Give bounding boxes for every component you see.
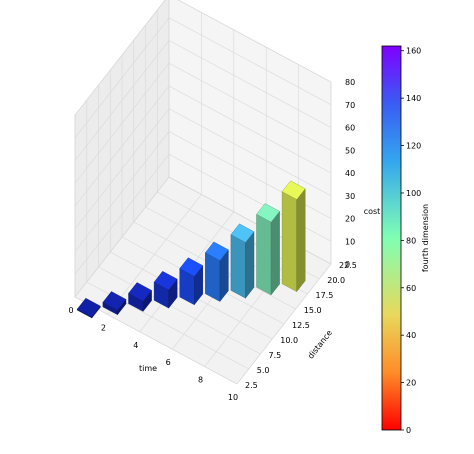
bar-face-front [230,234,246,299]
z-axis-label: cost [364,207,381,216]
colorbar-gradient [381,45,402,431]
z-tick-label: 80 [345,78,355,87]
colorbar-label: fourth dimension [421,204,430,272]
bar [102,291,127,316]
bar-face-top [128,282,152,302]
x-tick-label: 6 [166,358,171,367]
colorbar-tick-label: 100 [406,189,421,198]
grid-line-z [74,17,170,138]
grid-line-z [177,0,332,83]
colorbar-tick-label: 120 [406,142,421,151]
y-axis-label: distance [306,328,334,360]
bar-face-top [204,241,229,261]
bar-face-top [179,257,204,277]
y-tick-label: 5.0 [257,366,270,375]
x-tick-label: 2 [101,323,106,332]
bar-face-front [256,213,272,296]
x-tick-label: 8 [198,376,203,385]
colorbar-tick-label: 0 [406,426,411,435]
bar [153,271,178,309]
grid-line-z [74,176,170,298]
grid-line-y [74,296,238,385]
bar [204,241,229,303]
colorbar: 0 20 40 60 80 100 120 140 160 [381,45,421,435]
x-tick-label: 0 [68,306,73,315]
grid-line-z [168,108,332,197]
grid-line-z [74,154,170,275]
colorbar-tick-label: 20 [406,379,416,388]
bar-face-top [153,271,178,291]
bar [281,180,306,293]
bar-face-top [256,203,280,223]
z-tick-label: 20 [345,215,355,224]
bar-face-top [102,291,127,311]
y-tick-label: 22.5 [339,261,357,270]
bar-face-top [230,223,255,243]
y-tick-label: 20.0 [327,276,345,285]
y-tick-label: 10.0 [280,336,298,345]
y-tick-label: 12.5 [292,321,310,330]
z-tick-label: 10 [345,237,355,246]
colorbar-tick-label: 160 [406,47,421,56]
y-tick-label: 15.0 [304,306,322,315]
grid-line-y [98,266,261,355]
grid-line-z [168,40,332,128]
bar-face-side [296,188,306,293]
z-tick-label: 40 [345,169,355,178]
grid-lines [74,0,332,385]
colorbar-tick-label: 80 [406,236,416,245]
grid-line-z [168,62,332,151]
tick-labels: 0 2 4 6 8 10 2.5 5.0 7.5 10.0 12.5 15.0 17.5 20.0 22.5… [68,78,356,402]
z-tick-label: 50 [345,146,355,155]
bar [230,223,255,299]
bar [179,257,204,306]
x-axis-label: time [139,364,157,373]
bar-face-front [281,191,297,292]
x-tick-label: 4 [133,341,138,350]
bar [256,203,280,296]
colorbar-tick-label: 140 [406,94,421,103]
grid-line-z [168,17,332,106]
bar [128,282,152,312]
bar-face-top [76,297,101,318]
grid-line-z [74,108,170,229]
grid-line-z [74,131,170,252]
y-tick-label: 7.5 [269,351,282,360]
colorbar-tick-label: 60 [406,284,416,293]
bar-face-top [281,180,306,200]
bars [76,180,306,319]
grid-line-z [74,0,166,116]
colorbar-tick-label: 40 [406,331,416,340]
x-tick-label: 10 [228,393,238,402]
z-tick-label: 30 [345,192,355,201]
y-tick-label: 2.5 [245,381,258,390]
grid-line-z [74,63,170,184]
bar [76,297,101,319]
y-tick-label: 17.5 [316,291,334,300]
bar-face-front [205,252,221,302]
bar-face-side [245,231,255,299]
grid-line-z [168,85,332,174]
bar-face-side [270,210,280,296]
grid-line-z [74,40,170,161]
grid-line-z [74,85,170,207]
z-tick-label: 60 [345,124,355,133]
z-tick-label: 0 [345,260,350,269]
z-tick-label: 70 [345,101,355,110]
